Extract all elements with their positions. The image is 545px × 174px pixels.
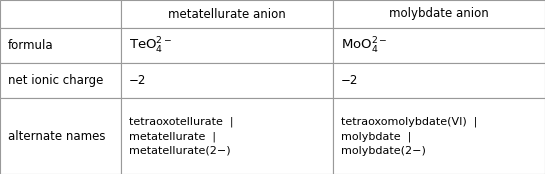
Text: alternate names: alternate names [8,129,106,143]
Bar [121,28,333,63]
Text: molybdate anion: molybdate anion [389,7,489,21]
Text: −2: −2 [129,74,147,87]
Text: tetraoxomolybdate(VI)  |
molybdate  |
molybdate(2−): tetraoxomolybdate(VI) | molybdate | moly… [341,117,477,156]
Bar [0,0,121,28]
Bar [121,98,333,174]
Text: −2: −2 [341,74,359,87]
Bar [333,28,545,63]
Text: net ionic charge: net ionic charge [8,74,104,87]
Bar [333,0,545,28]
Text: metatellurate anion: metatellurate anion [168,7,286,21]
Bar [0,63,121,98]
Bar [333,63,545,98]
Text: tetraoxotellurate  |
metatellurate  |
metatellurate(2−): tetraoxotellurate | metatellurate | meta… [129,117,233,156]
Text: $\mathregular{TeO_4^{2-}}$: $\mathregular{TeO_4^{2-}}$ [129,35,172,56]
Bar [121,63,333,98]
Bar [121,0,333,28]
Bar [0,98,121,174]
Bar [333,98,545,174]
Text: $\mathregular{MoO_4^{2-}}$: $\mathregular{MoO_4^{2-}}$ [341,35,387,56]
Text: formula: formula [8,39,53,52]
Bar [0,28,121,63]
